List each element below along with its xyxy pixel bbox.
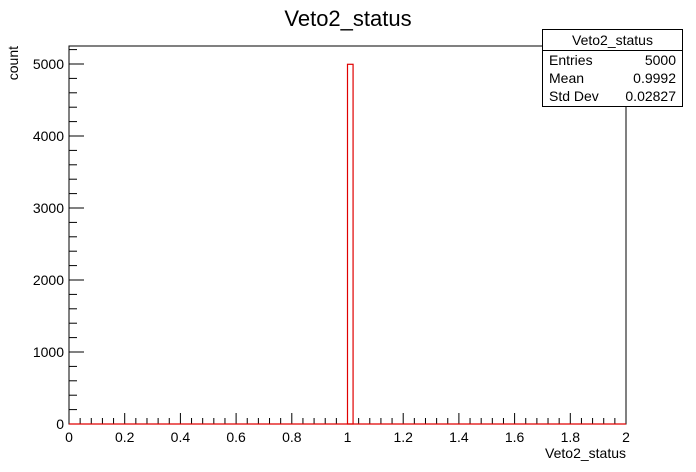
- stats-label: Entries: [549, 52, 593, 68]
- x-tick-label: 1: [344, 429, 352, 445]
- stats-value: 0.02827: [625, 88, 676, 104]
- y-tick-label: 2000: [33, 272, 64, 288]
- stats-box-title: Veto2_status: [543, 30, 682, 51]
- x-tick-label: 1.8: [561, 429, 581, 445]
- x-tick-label: 0.4: [171, 429, 191, 445]
- y-tick-label: 3000: [33, 200, 64, 216]
- y-tick-label: 5000: [33, 56, 64, 72]
- x-tick-label: 1.4: [449, 429, 469, 445]
- x-axis-label: Veto2_status: [545, 445, 626, 461]
- stats-label: Std Dev: [549, 88, 599, 104]
- x-tick-label: 0.6: [226, 429, 246, 445]
- y-tick-label: 0: [56, 416, 64, 432]
- x-tick-label: 0: [65, 429, 73, 445]
- histogram-bars: [69, 63, 626, 425]
- x-tick-label: 1.2: [393, 429, 413, 445]
- y-axis-label: count: [5, 46, 21, 80]
- chart-title: Veto2_status: [284, 6, 412, 31]
- y-tick-label: 1000: [33, 344, 64, 360]
- stats-row-stddev: Std Dev 0.02827: [543, 87, 682, 105]
- stats-value: 0.9992: [633, 70, 676, 86]
- x-tick-label: 1.6: [505, 429, 525, 445]
- stats-label: Mean: [549, 70, 585, 86]
- x-tick-label: 0.2: [115, 429, 135, 445]
- x-tick-label: 0.8: [282, 429, 302, 445]
- x-tick-label: 2: [622, 429, 630, 445]
- stats-value: 5000: [644, 52, 676, 68]
- stats-box: Veto2_status Entries 5000 Mean 0.9992 St…: [542, 29, 683, 107]
- x-axis-ticks: 0 0.2 0.4 0.6 0.8 1 1.2 1.4 1.6 1.8 2: [65, 413, 630, 445]
- stats-row-entries: Entries 5000: [543, 51, 682, 69]
- y-axis-ticks: 0 1000 2000 3000 4000 5000: [33, 49, 84, 432]
- y-tick-label: 4000: [33, 128, 64, 144]
- stats-row-mean: Mean 0.9992: [543, 69, 682, 87]
- histogram-bin: [346, 63, 354, 425]
